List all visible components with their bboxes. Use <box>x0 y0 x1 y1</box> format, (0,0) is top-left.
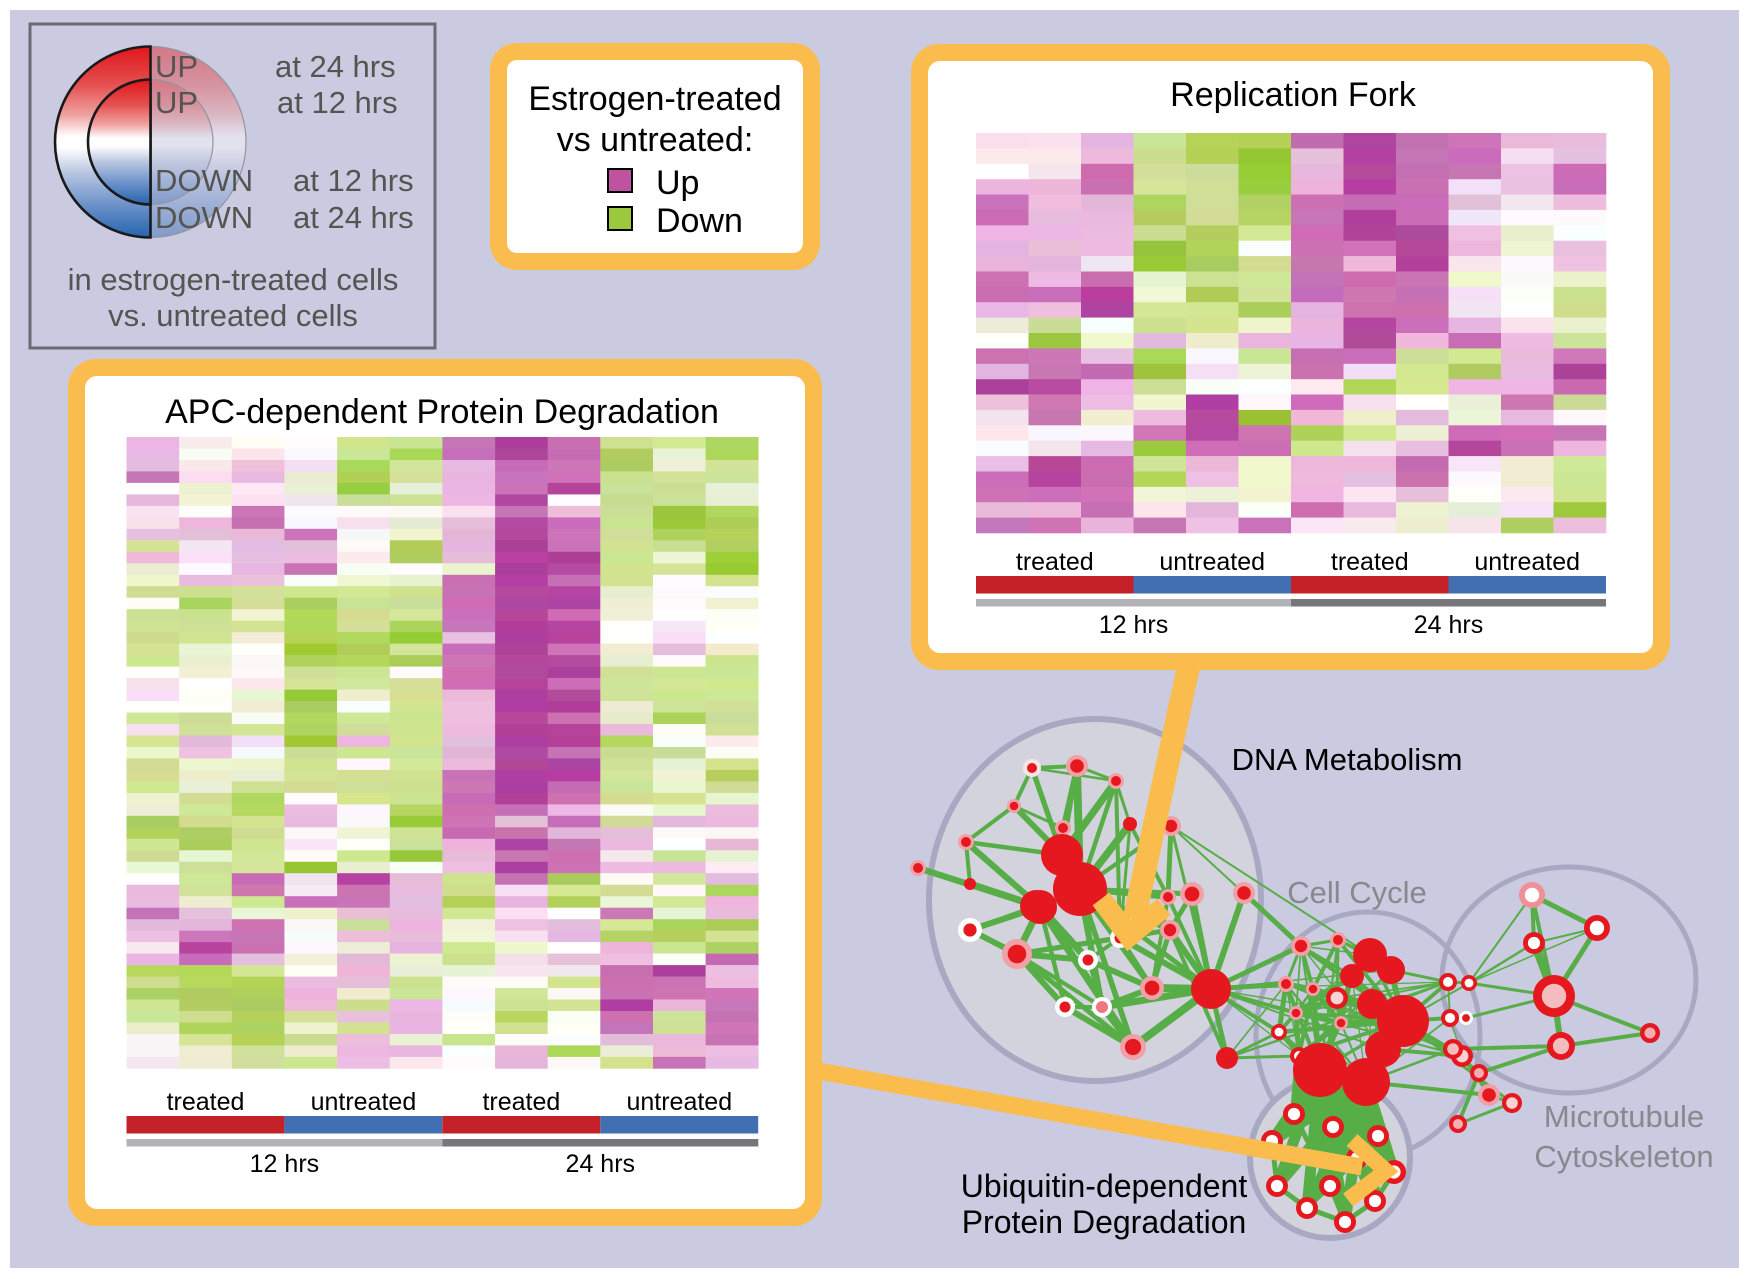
svg-text:12 hrs: 12 hrs <box>1099 611 1168 639</box>
svg-text:at 12 hrs: at 12 hrs <box>293 163 414 198</box>
svg-text:vs untreated:: vs untreated: <box>557 121 754 159</box>
svg-text:DOWN: DOWN <box>155 163 253 198</box>
svg-text:DNA Metabolism: DNA Metabolism <box>1232 742 1463 777</box>
svg-text:Ubiquitin-dependent: Ubiquitin-dependent <box>961 1168 1248 1204</box>
svg-text:untreated: untreated <box>626 1088 732 1116</box>
svg-text:UP: UP <box>155 49 198 84</box>
svg-text:Replication Fork: Replication Fork <box>1170 76 1417 114</box>
svg-text:UP: UP <box>155 85 198 120</box>
svg-text:Estrogen-treated: Estrogen-treated <box>528 80 781 118</box>
svg-text:untreated: untreated <box>1159 548 1265 576</box>
svg-text:Cytoskeleton: Cytoskeleton <box>1534 1139 1713 1174</box>
svg-text:24 hrs: 24 hrs <box>566 1150 635 1178</box>
svg-text:treated: treated <box>482 1088 560 1116</box>
svg-text:in estrogen-treated cells: in estrogen-treated cells <box>68 262 399 297</box>
svg-text:treated: treated <box>1331 548 1409 576</box>
svg-text:Protein Degradation: Protein Degradation <box>962 1204 1247 1240</box>
svg-text:24 hrs: 24 hrs <box>1414 611 1483 639</box>
svg-text:untreated: untreated <box>1474 548 1580 576</box>
svg-text:Cell Cycle: Cell Cycle <box>1287 875 1427 910</box>
svg-text:untreated: untreated <box>311 1088 417 1116</box>
svg-text:vs. untreated cells: vs. untreated cells <box>108 298 358 333</box>
svg-text:12 hrs: 12 hrs <box>250 1150 319 1178</box>
svg-text:at 12 hrs: at 12 hrs <box>277 85 398 120</box>
svg-text:at 24 hrs: at 24 hrs <box>293 200 414 235</box>
svg-text:Down: Down <box>656 202 743 240</box>
svg-text:treated: treated <box>167 1088 245 1116</box>
svg-text:treated: treated <box>1016 548 1094 576</box>
svg-text:at 24 hrs: at 24 hrs <box>275 49 396 84</box>
svg-text:DOWN: DOWN <box>155 200 253 235</box>
svg-text:APC-dependent Protein Degradat: APC-dependent Protein Degradation <box>165 393 719 431</box>
svg-text:Up: Up <box>656 164 699 202</box>
svg-text:Microtubule: Microtubule <box>1544 1099 1704 1134</box>
